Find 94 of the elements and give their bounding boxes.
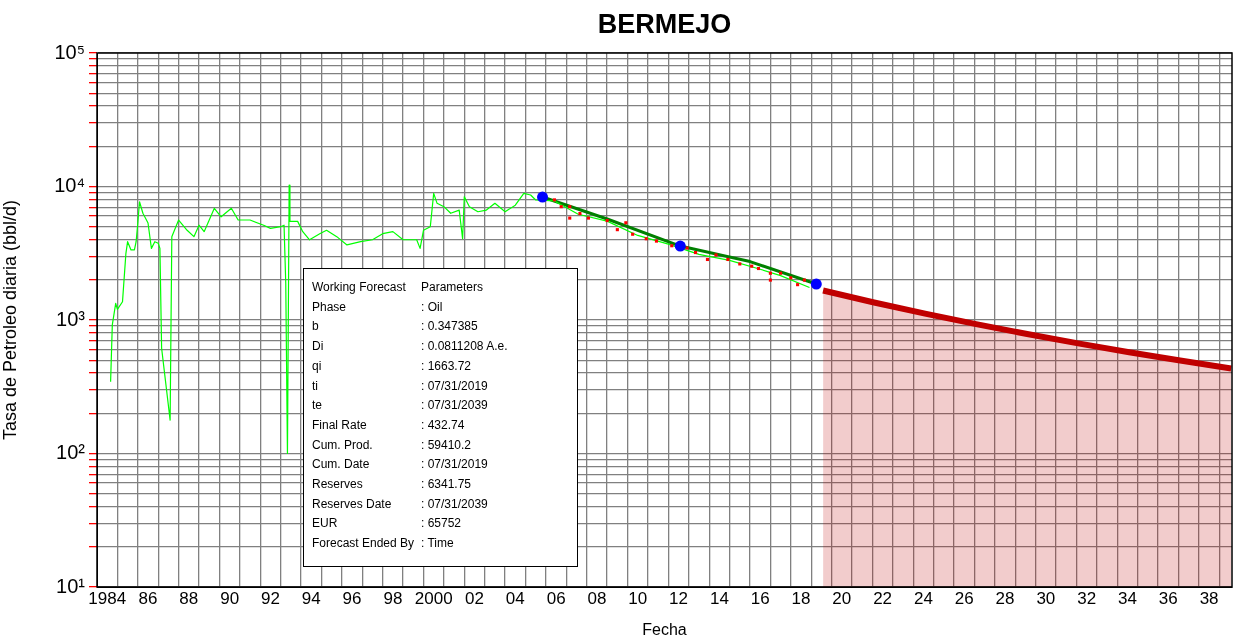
point xyxy=(685,246,689,250)
annotation: Di xyxy=(312,338,325,355)
annotation: : 6341.75 xyxy=(421,476,473,493)
x-tick-label: 36 xyxy=(1158,588,1178,608)
x-tick-label: 32 xyxy=(1077,588,1097,608)
x-tick-label: 30 xyxy=(1036,588,1056,608)
y-tick-label: 10³ xyxy=(56,307,86,330)
annotation: : 07/31/2019 xyxy=(421,377,489,395)
x-tick-label: 06 xyxy=(546,588,566,608)
x-tick-label: 26 xyxy=(954,588,974,608)
x-tick-label: 2000 xyxy=(414,588,453,608)
y-tick-label: 10⁴ xyxy=(54,174,85,197)
point xyxy=(624,221,628,225)
annotation: Cum. Prod. xyxy=(312,436,374,454)
point xyxy=(802,278,806,282)
point xyxy=(568,205,572,209)
point xyxy=(726,257,730,262)
annotation: Final Rate xyxy=(312,416,368,434)
x-tick-label: 16 xyxy=(750,588,770,608)
annotation: qi xyxy=(312,357,323,375)
point xyxy=(810,278,822,290)
x-tick-label: 1984 xyxy=(88,588,127,608)
x-tick-label: 94 xyxy=(301,588,321,608)
x-tick-label: 02 xyxy=(465,588,484,608)
point xyxy=(714,253,718,257)
y-tick-label: 10¹ xyxy=(56,574,86,597)
annotation: Parameters xyxy=(421,279,485,296)
point xyxy=(644,237,648,241)
x-tick-label: 86 xyxy=(138,588,158,608)
x-tick-label: 28 xyxy=(995,588,1015,608)
point xyxy=(674,240,686,252)
annotation: : 59410.2 xyxy=(421,436,473,454)
point xyxy=(779,271,783,275)
x-tick-label: 22 xyxy=(873,588,893,608)
annotation: Cum. Date xyxy=(312,456,371,474)
point xyxy=(578,212,582,216)
x-tick-label: 34 xyxy=(1118,588,1137,608)
x-tick-label: 38 xyxy=(1199,588,1219,608)
point xyxy=(631,232,635,236)
annotation: : 432.74 xyxy=(421,416,466,434)
annotation: : 07/31/2039 xyxy=(421,495,489,513)
point xyxy=(768,271,772,275)
annotation: : 65752 xyxy=(421,515,463,533)
x-tick-label: 92 xyxy=(260,588,280,608)
x-tick-label: 90 xyxy=(220,588,240,608)
point xyxy=(586,216,590,220)
x-axis-title: Fecha xyxy=(642,620,687,638)
annotation: Reserves xyxy=(312,476,364,493)
annotation: Forecast Ended By xyxy=(312,535,416,552)
x-tick-label: 24 xyxy=(913,588,933,608)
x-tick-label: 12 xyxy=(669,588,689,608)
annotation: EUR xyxy=(312,515,339,533)
x-tick-label: 98 xyxy=(383,588,403,608)
point xyxy=(750,264,754,268)
x-tick-label: 10 xyxy=(628,588,648,608)
annotation: : 07/31/2039 xyxy=(421,397,489,414)
annotation: : 0.0811208 A.e. xyxy=(421,338,509,355)
point xyxy=(796,283,800,287)
x-tick-label: 08 xyxy=(587,588,607,608)
point xyxy=(552,198,556,202)
annotation: te xyxy=(312,397,323,414)
annotation: ti xyxy=(312,377,319,395)
point xyxy=(537,191,549,203)
point xyxy=(738,262,742,266)
annotation: : 1663.72 xyxy=(421,357,473,375)
point xyxy=(605,218,609,223)
y-axis-title: Tasa de Petroleo diaria (bbl/d) xyxy=(0,199,20,441)
point xyxy=(694,251,698,255)
point xyxy=(568,216,572,220)
y-tick-label: 10⁵ xyxy=(54,40,85,63)
annotation: Phase xyxy=(312,298,348,316)
point xyxy=(705,257,710,262)
point xyxy=(654,239,659,243)
chart-title: BERMEJO xyxy=(597,9,732,40)
x-tick-label: 18 xyxy=(791,588,811,608)
annotation: Working Forecast xyxy=(312,279,407,296)
x-tick-label: 14 xyxy=(709,588,729,608)
annotation: Reserves Date xyxy=(312,495,393,513)
point xyxy=(670,244,674,248)
x-tick-label: 96 xyxy=(342,588,362,608)
point xyxy=(756,266,761,271)
annotation: : 07/31/2019 xyxy=(421,456,489,474)
annotation: b xyxy=(312,318,320,336)
point xyxy=(768,278,772,282)
point xyxy=(789,276,793,280)
annotation: : Time xyxy=(421,535,455,552)
x-tick-label: 04 xyxy=(505,588,525,608)
point xyxy=(559,205,563,209)
annotation: : 0.347385 xyxy=(421,318,479,336)
annotation: : Oil xyxy=(421,298,444,316)
x-tick-label: 20 xyxy=(832,588,852,608)
x-tick-label: 88 xyxy=(179,588,199,608)
point xyxy=(615,228,619,232)
y-tick-label: 10² xyxy=(56,441,86,464)
